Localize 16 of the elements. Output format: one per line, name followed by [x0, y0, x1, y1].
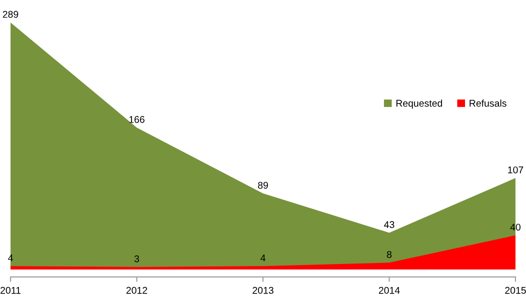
data-label: 43 [384, 221, 394, 228]
data-label: 4 [260, 254, 266, 262]
data-label: 3 [134, 255, 140, 262]
data-label: 8 [386, 251, 392, 258]
x-tick-label: 2015 [505, 286, 526, 294]
x-tick-label: 2011 [0, 286, 20, 294]
legend-label: Requested [396, 100, 442, 109]
data-label: 107 [508, 166, 524, 174]
data-label: 4 [8, 254, 13, 262]
x-tick-label: 2013 [252, 286, 274, 294]
data-label: 166 [129, 116, 144, 123]
data-label: 89 [258, 182, 268, 189]
x-tick-label: 2012 [126, 286, 148, 294]
data-label: 289 [2, 10, 18, 18]
x-tick-label: 2014 [378, 286, 400, 294]
legend-label: Refusals [470, 100, 506, 107]
